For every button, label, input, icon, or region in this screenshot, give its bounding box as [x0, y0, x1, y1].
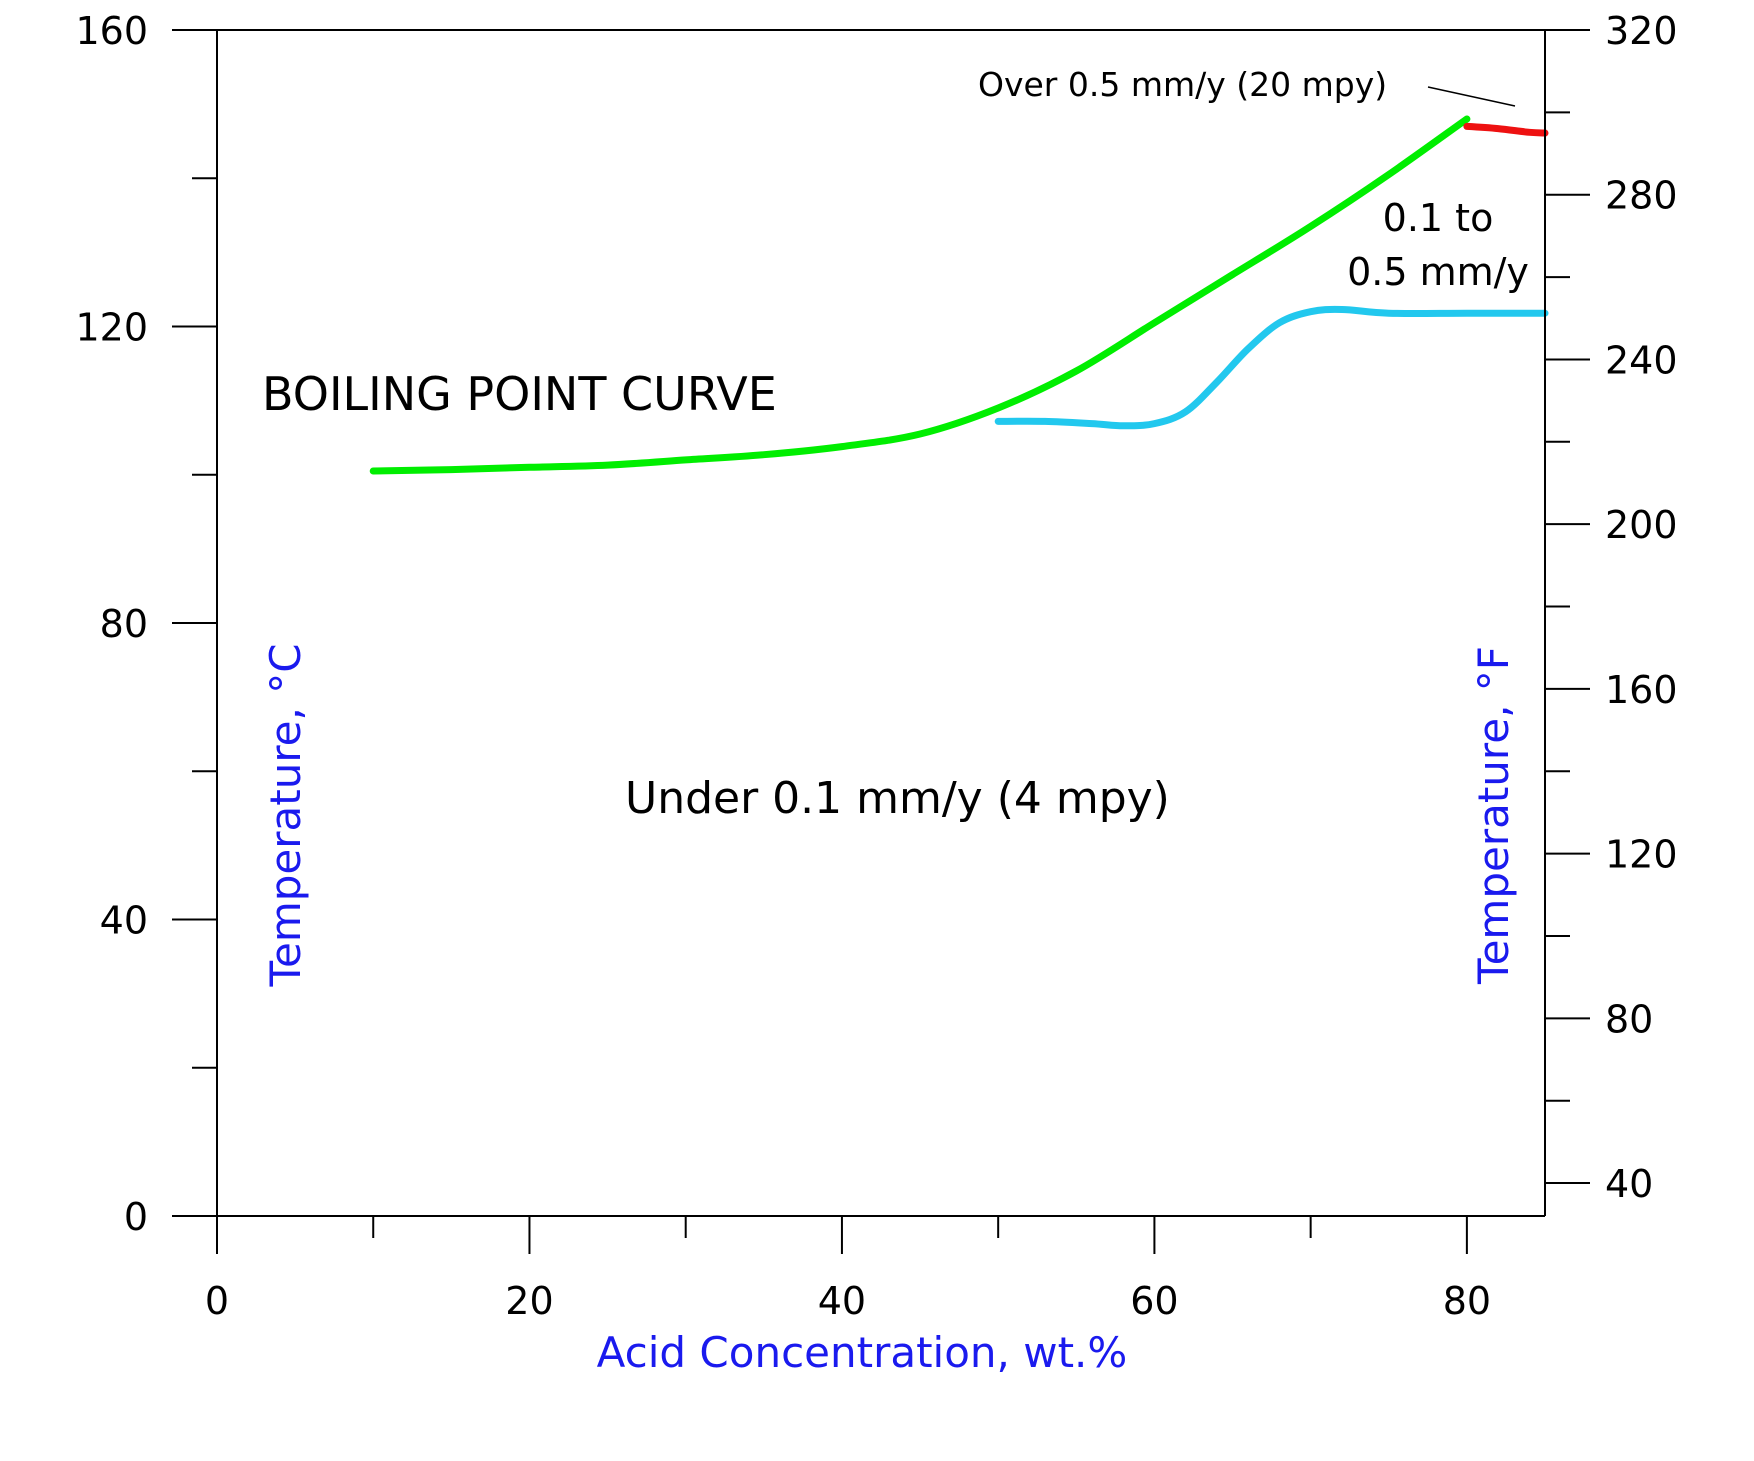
y-axis-title-right: Temperature, °F	[1469, 646, 1518, 985]
y-tick-label: 160	[75, 9, 148, 53]
x-tick-label: 20	[505, 1279, 553, 1323]
over-rate-label: Over 0.5 mm/y (20 mpy)	[978, 65, 1387, 104]
y-tick-label: 120	[75, 306, 148, 350]
y-tick-label: 0	[124, 1195, 148, 1239]
mid-rate-boundary-curve	[994, 305, 1549, 430]
y-tick-label: 40	[100, 899, 148, 943]
x-axis-title: Acid Concentration, wt.%	[597, 1328, 1128, 1377]
ticks-layer: 0 40 80 120 160 40 80 120 160 200 240 280 320 0 20 40 60…	[75, 9, 1677, 1323]
y2-tick-label: 120	[1605, 833, 1678, 877]
y-axis-title-left: Temperature, °C	[261, 643, 310, 987]
y-tick-label: 80	[100, 602, 148, 646]
y2-tick-label: 200	[1605, 503, 1678, 547]
y2-tick-label: 240	[1605, 338, 1678, 382]
under-rate-label: Under 0.1 mm/y (4 mpy)	[625, 773, 1170, 824]
y2-tick-label: 40	[1605, 1162, 1653, 1206]
mid-rate-label-line2: 0.5 mm/y	[1347, 250, 1529, 294]
x-tick-label: 60	[1130, 1279, 1178, 1323]
x-tick-label: 80	[1443, 1279, 1491, 1323]
y2-tick-label: 160	[1605, 668, 1678, 712]
boiling-point-curve-label: BOILING POINT CURVE	[262, 367, 777, 421]
high-rate-boundary-curve	[1463, 122, 1549, 137]
x-tick-label: 40	[818, 1279, 866, 1323]
over-rate-leader-line	[1427, 86, 1516, 107]
x-tick-label: 0	[205, 1279, 229, 1323]
y2-tick-label: 320	[1605, 9, 1678, 53]
y2-tick-label: 80	[1605, 997, 1653, 1041]
boiling-point-curve	[369, 115, 1471, 475]
series-layer	[369, 115, 1549, 475]
y2-tick-label: 280	[1605, 174, 1678, 218]
mid-rate-label-line1: 0.1 to	[1383, 196, 1494, 240]
